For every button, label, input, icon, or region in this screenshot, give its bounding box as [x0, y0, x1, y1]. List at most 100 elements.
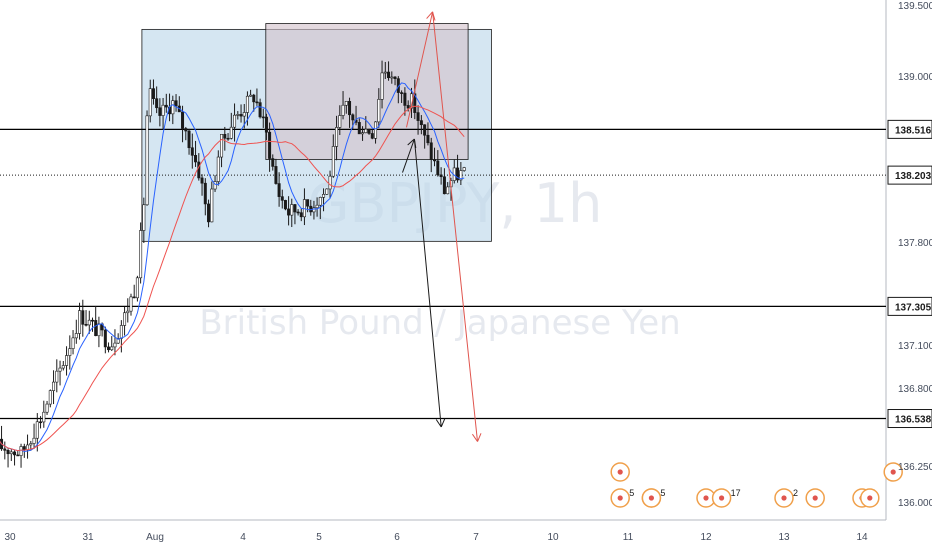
candle: [393, 76, 397, 86]
candle: [3, 441, 7, 460]
candle-body: [322, 194, 326, 198]
candle: [65, 346, 69, 376]
candle-body: [249, 94, 253, 97]
candle-body: [174, 100, 178, 107]
candle-body: [290, 204, 294, 216]
candle: [87, 310, 91, 334]
candle-body: [419, 120, 423, 126]
watermark-description: British Pound / Japanese Yen: [199, 303, 680, 343]
candle: [403, 87, 407, 116]
candle: [274, 158, 278, 185]
candle-body: [161, 104, 165, 116]
candle-body: [81, 310, 85, 325]
candle: [148, 79, 152, 123]
current-price-label: 138.203: [887, 165, 932, 185]
candle: [113, 329, 117, 356]
candle-body: [97, 323, 101, 337]
event-marker-upper-1-dot: [617, 469, 623, 475]
candle-body: [129, 296, 133, 312]
event-marker-1-count: 5: [629, 488, 634, 498]
candle: [68, 335, 72, 370]
candle: [161, 97, 165, 130]
candle-body: [233, 114, 237, 128]
candle-body: [277, 183, 281, 197]
candle: [462, 166, 466, 172]
candle: [71, 330, 75, 355]
event-marker-2-count: 5: [660, 488, 665, 498]
candle: [433, 147, 437, 167]
candle-body: [74, 333, 78, 339]
candle-body: [16, 454, 20, 457]
candle-body: [29, 443, 33, 446]
candle: [155, 86, 159, 114]
candle: [74, 319, 78, 344]
candle: [45, 400, 49, 415]
candle: [426, 122, 430, 146]
candle: [236, 111, 240, 120]
candle: [280, 189, 284, 209]
candle-body: [68, 348, 72, 356]
candle-body: [32, 437, 36, 444]
candle: [377, 88, 381, 128]
candle: [361, 126, 365, 141]
candle: [413, 79, 417, 120]
candle-body: [181, 111, 185, 129]
x-tick-11: 13: [778, 532, 790, 543]
event-marker-upper-2-dot: [890, 469, 896, 475]
candle: [174, 94, 178, 112]
candle-body: [361, 132, 365, 135]
fast-moving-average: [0, 82, 465, 453]
candle-body: [87, 319, 91, 326]
y-tick-6: 137.100: [898, 341, 932, 352]
candle: [48, 389, 52, 408]
candle: [226, 133, 230, 141]
candle-body: [35, 421, 39, 439]
candle: [268, 122, 272, 172]
candle-body: [123, 312, 127, 326]
candle: [39, 416, 43, 429]
candle-body: [164, 104, 168, 108]
candle: [436, 150, 440, 177]
moving-averages: [0, 82, 465, 453]
candle-body: [268, 131, 272, 159]
candle: [16, 450, 20, 457]
candle-body: [184, 128, 188, 132]
candle-body: [145, 115, 149, 206]
candle: [135, 275, 139, 302]
candle: [181, 105, 185, 143]
candle: [370, 129, 374, 140]
x-tick-8: 10: [547, 532, 559, 543]
candle: [119, 320, 123, 353]
candle: [283, 199, 287, 211]
candle: [107, 342, 111, 353]
candle: [116, 333, 120, 344]
candle: [442, 168, 446, 195]
candle-body: [416, 112, 420, 121]
candle-body: [45, 403, 49, 413]
bearish-path-arrowhead: [435, 419, 442, 428]
event-marker-9: [860, 488, 880, 508]
bullish-path: [406, 11, 478, 442]
candle-body: [433, 159, 437, 162]
candles: [0, 60, 466, 468]
candle: [249, 89, 253, 97]
y-tick-8: 136.250: [898, 462, 932, 473]
candle: [187, 128, 191, 155]
candle-body: [107, 346, 111, 351]
candle: [341, 91, 345, 120]
candle: [416, 105, 420, 135]
x-tick-7: 7: [473, 532, 479, 543]
grid: [0, 0, 887, 521]
candle-body: [65, 355, 69, 366]
candle: [6, 448, 10, 468]
candle-body: [6, 450, 10, 455]
candle: [390, 71, 394, 84]
candle: [110, 336, 114, 352]
candle: [348, 97, 352, 128]
candle-body: [426, 134, 430, 144]
level-price-label-3-text: 136.538: [895, 415, 932, 426]
level-price-label-3-box: [887, 409, 932, 429]
candle-body: [197, 161, 201, 179]
candle-body: [55, 370, 59, 383]
candle-body: [187, 130, 191, 149]
